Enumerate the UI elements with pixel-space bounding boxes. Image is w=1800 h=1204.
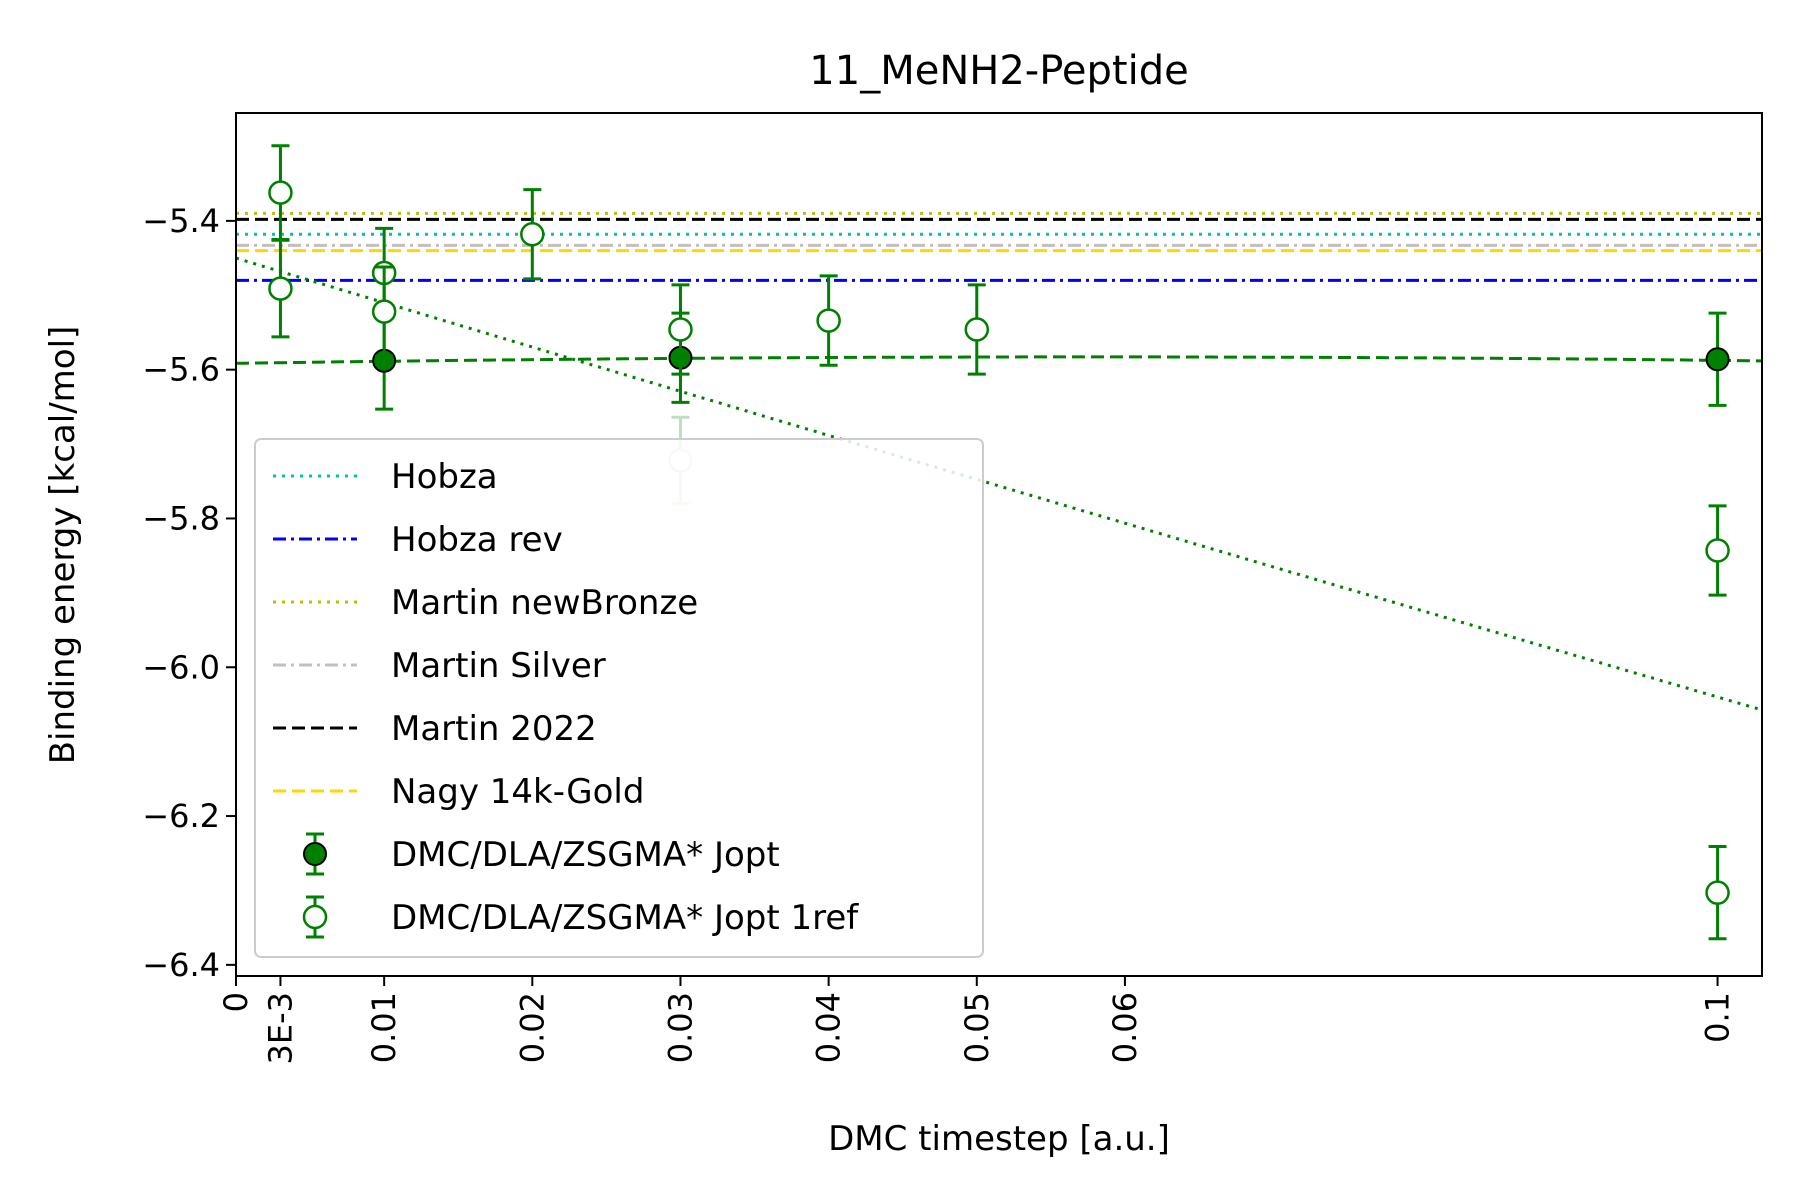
y-tick-label-3: −6.0 xyxy=(142,648,220,686)
x-tick-label-4: 0.03 xyxy=(661,992,699,1063)
marker-open xyxy=(668,317,693,342)
fit-curve-0 xyxy=(236,355,1762,365)
marker-open xyxy=(268,180,293,205)
data-point-s1-8 xyxy=(964,283,990,376)
legend-label-6: DMC/DLA/ZSGMA* Jopt xyxy=(391,835,780,875)
data-point-s1-1 xyxy=(268,238,293,339)
legend: Hobza Hobza rev Martin newBronze Martin Sil… xyxy=(254,438,984,958)
marker-open xyxy=(520,222,545,247)
x-tick-label-7: 0.06 xyxy=(1106,992,1144,1063)
data-point-s1-7 xyxy=(816,274,841,367)
plot-frame xyxy=(235,112,1763,977)
marker-open xyxy=(964,317,990,342)
y-tick-label-5: −6.4 xyxy=(142,946,220,984)
legend-label-3: Martin Silver xyxy=(391,646,606,686)
x-axis: 0 3E-3 0.01 0.02 0.03 0.04 0.05 0.06 0.1 xyxy=(217,976,1737,1064)
chart-title: 11_MeNH2-Peptide xyxy=(809,48,1188,94)
x-tick-label-5: 0.04 xyxy=(810,992,848,1063)
marker-open xyxy=(1705,538,1730,563)
y-tick-label-1: −5.6 xyxy=(142,351,220,389)
y-tick-label-2: −5.8 xyxy=(142,499,220,537)
y-tick-label-4: −6.2 xyxy=(142,797,220,835)
legend-label-1: Hobza rev xyxy=(391,520,563,560)
x-tick-label-1: 3E-3 xyxy=(261,992,299,1064)
legend-label-7: DMC/DLA/ZSGMA* Jopt 1ref xyxy=(391,898,859,938)
marker-open xyxy=(371,299,397,324)
marker-open xyxy=(816,308,841,333)
data-point-s1-3 xyxy=(371,265,397,358)
legend-marker-6 xyxy=(303,842,327,866)
y-axis-label: Binding energy [kcal/mol] xyxy=(43,326,83,765)
legend-box xyxy=(254,438,984,958)
marker-open xyxy=(268,276,293,301)
y-tick-label-0: −5.4 xyxy=(142,202,220,240)
data-point-s1-10 xyxy=(1705,845,1730,941)
y-axis: −5.4 −5.6 −5.8 −6.0 −6.2 −6.4 xyxy=(142,202,236,984)
x-axis-label: DMC timestep [a.u.] xyxy=(828,1119,1170,1159)
x-tick-label-0: 0 xyxy=(217,992,255,1012)
x-tick-label-2: 0.01 xyxy=(365,992,403,1063)
legend-label-2: Martin newBronze xyxy=(391,583,698,623)
marker-open xyxy=(1705,880,1730,905)
data-point-s0-2 xyxy=(1705,311,1730,407)
legend-label-0: Hobza xyxy=(391,457,498,497)
legend-label-4: Martin 2022 xyxy=(391,709,597,749)
legend-label-5: Nagy 14k-Gold xyxy=(391,772,644,812)
x-tick-label-8: 0.1 xyxy=(1699,992,1737,1043)
marker-filled xyxy=(1705,347,1730,372)
x-tick-label-3: 0.02 xyxy=(513,992,551,1063)
data-point-s1-0 xyxy=(268,144,293,241)
data-point-s1-9 xyxy=(1705,504,1730,597)
legend-marker-7 xyxy=(302,904,328,930)
x-tick-label-6: 0.05 xyxy=(958,992,996,1063)
data-point-s1-5 xyxy=(668,283,693,376)
plot-area xyxy=(236,144,1762,941)
data-point-s1-4 xyxy=(520,188,545,281)
